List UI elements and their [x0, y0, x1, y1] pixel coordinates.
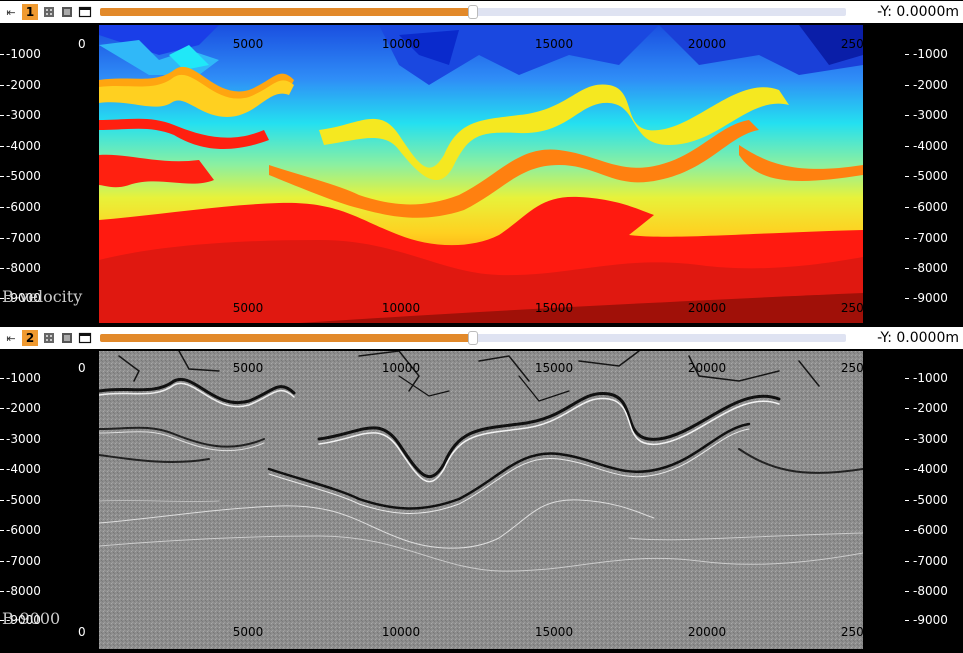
x-tick-label: 15000 — [534, 37, 574, 51]
viewer-2-slider-handle[interactable] — [468, 331, 478, 345]
viewer-2-panel: 0 0 -1000 -2000 -3000 -4000 -5000 -6000 … — [0, 349, 963, 651]
grid-icon[interactable] — [42, 5, 56, 19]
x-tick-label-bottom: 25000 — [840, 625, 880, 639]
viewer-2-name-label: B-9000 — [2, 609, 61, 628]
x-tick-label: 5000 — [232, 361, 264, 375]
x-tick-label-bottom: 10000 — [381, 301, 421, 315]
viewer-1-slider-handle[interactable] — [468, 5, 478, 19]
x-tick-label: 15000 — [534, 361, 574, 375]
viewer-2-y-axis-left: -1000 -2000 -3000 -4000 -5000 -6000 -700… — [0, 349, 60, 651]
viewer-2-toolbar: ⇤ 2 -Y: 0.0000m — [0, 327, 963, 349]
viewer-1-slider-fill — [100, 8, 473, 16]
viewer-2-zero-label-bottom: 0 — [78, 625, 86, 639]
x-tick-label-bottom: 5000 — [232, 625, 264, 639]
x-tick-label-bottom: 15000 — [534, 301, 574, 315]
layers-icon[interactable] — [60, 331, 74, 345]
collapse-arrow-icon[interactable]: ⇤ — [6, 331, 16, 345]
viewer-1-name-label: B-velocity — [2, 287, 83, 306]
velocity-image-plot[interactable] — [99, 25, 863, 323]
velocity-model-image — [99, 25, 863, 323]
x-tick-label-bottom: 15000 — [534, 625, 574, 639]
layers-icon[interactable] — [60, 5, 74, 19]
grid-icon[interactable] — [42, 331, 56, 345]
x-tick-label-bottom: 20000 — [687, 301, 727, 315]
window-icon[interactable] — [78, 5, 92, 19]
viewer-2-index-badge[interactable]: 2 — [22, 330, 38, 346]
x-tick-label-bottom: 5000 — [232, 301, 264, 315]
x-tick-label: 5000 — [232, 37, 264, 51]
viewer-1-slider[interactable] — [100, 5, 846, 19]
x-tick-label: 10000 — [381, 37, 421, 51]
viewer-2-position-readout: -Y: 0.0000m — [877, 330, 959, 346]
viewer-1-y-axis-left: -1000 -2000 -3000 -4000 -5000 -6000 -700… — [0, 23, 60, 323]
window-icon[interactable] — [78, 331, 92, 345]
x-tick-label: 10000 — [381, 361, 421, 375]
viewer-1-zero-label: 0 — [78, 37, 86, 51]
x-tick-label: 25000 — [840, 37, 880, 51]
x-tick-label-bottom: 20000 — [687, 625, 727, 639]
collapse-arrow-icon[interactable]: ⇤ — [6, 5, 16, 19]
x-tick-label-bottom: 25000 — [840, 301, 880, 315]
x-tick-label: 25000 — [840, 361, 880, 375]
viewer-1-panel: 0 -1000 -2000 -3000 -4000 -5000 -6000 -7… — [0, 23, 963, 323]
seismic-image — [99, 351, 863, 649]
viewer-2-y-axis-right: -1000 -2000 -3000 -4000 -5000 -6000 -700… — [905, 349, 963, 651]
viewer-1-position-readout: -Y: 0.0000m — [877, 4, 959, 20]
viewer-1-index-badge[interactable]: 1 — [22, 4, 38, 20]
x-tick-label: 20000 — [687, 361, 727, 375]
x-tick-label: 20000 — [687, 37, 727, 51]
seismic-image-plot[interactable] — [99, 351, 863, 649]
viewer-2-slider-fill — [100, 334, 473, 342]
viewer-1-y-axis-right: -1000 -2000 -3000 -4000 -5000 -6000 -700… — [905, 23, 963, 323]
viewer-2-zero-label: 0 — [78, 361, 86, 375]
viewer-2-slider[interactable] — [100, 331, 846, 345]
x-tick-label-bottom: 10000 — [381, 625, 421, 639]
viewer-1-toolbar: ⇤ 1 -Y: 0.0000m — [0, 1, 963, 23]
